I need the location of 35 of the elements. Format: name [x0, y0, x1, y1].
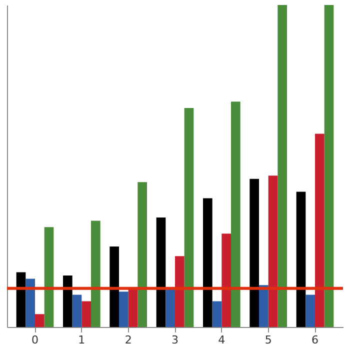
bar	[166, 288, 175, 327]
bar	[184, 108, 194, 327]
bar	[259, 285, 268, 327]
bar	[110, 246, 119, 327]
bar	[35, 314, 44, 327]
bar	[26, 278, 35, 327]
bar	[278, 5, 287, 327]
bar	[250, 178, 259, 327]
bar	[212, 301, 222, 327]
bar	[44, 227, 54, 327]
x-tick-label: 6	[312, 334, 318, 346]
bar	[203, 198, 212, 327]
x-tick-label: 5	[264, 334, 272, 346]
x-tick-label: 0	[32, 334, 38, 346]
bar	[156, 218, 166, 327]
bar	[315, 134, 324, 327]
bar	[138, 182, 147, 327]
bar	[324, 5, 334, 327]
x-tick-label: 1	[78, 334, 86, 346]
bar	[119, 292, 128, 327]
x-tick-label: 2	[124, 334, 132, 346]
bar	[306, 294, 315, 327]
bar	[128, 288, 138, 327]
x-tick-label: 3	[172, 334, 178, 346]
bar	[222, 234, 231, 327]
x-tick-label: 4	[218, 334, 226, 346]
bar	[175, 256, 184, 327]
bar	[268, 176, 278, 327]
bar	[72, 294, 82, 327]
bar	[82, 301, 91, 327]
bar	[296, 192, 306, 327]
bar	[16, 272, 26, 327]
bar	[231, 102, 240, 327]
bar	[63, 275, 72, 327]
bar	[91, 220, 100, 327]
